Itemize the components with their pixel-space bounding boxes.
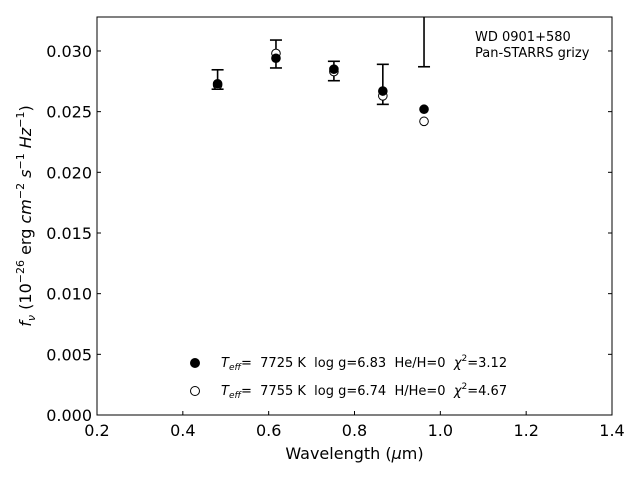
x-tick-label: 0.2 <box>84 421 109 440</box>
ylabel-exp2: −2 <box>14 183 27 199</box>
legend-entry-1: Teff= 7725 K log g=6.83 He/H=0 χ2=3.12 <box>221 354 507 373</box>
ylabel-open: (10 <box>16 283 35 315</box>
y-tick-label: 0.015 <box>46 224 92 243</box>
y-tick-label: 0.025 <box>46 103 92 122</box>
ylabel-exp1b: −1 <box>14 112 27 128</box>
data-point-filled <box>212 78 223 89</box>
y-tick-label: 0.030 <box>46 42 92 61</box>
x-tick-label: 1.0 <box>428 421 453 440</box>
ylabel-exp1: −1 <box>14 153 27 169</box>
legend-2-sup: 2 <box>462 382 468 392</box>
legend-2-params: = 7755 K log g=6.74 H/He=0 <box>241 384 454 399</box>
annotation-survey-name: Pan-STARRS grizy <box>475 46 590 61</box>
legend: Teff= 7725 K log g=6.83 He/H=0 χ2=3.12 T… <box>190 354 507 401</box>
ylabel-erg: erg <box>16 224 35 260</box>
xlabel-part-mu: μ <box>391 444 402 463</box>
x-tick-label: 0.6 <box>256 421 281 440</box>
x-tick-label: 1.2 <box>513 421 538 440</box>
ylabel-exp26: −26 <box>14 260 27 283</box>
legend-1-sup: 2 <box>462 354 468 364</box>
y-tick-label: 0.010 <box>46 285 92 304</box>
ylabel-nu: ν <box>25 315 38 321</box>
legend-2-chi: χ <box>453 384 463 399</box>
data-point-filled <box>419 104 429 115</box>
ylabel-f: f <box>16 319 35 327</box>
y-tick-label: 0.005 <box>46 345 92 364</box>
data-point-filled <box>271 53 281 64</box>
x-tick-label: 0.8 <box>342 421 367 440</box>
ylabel-close: ) <box>16 105 35 111</box>
legend-1-chi-value: =3.12 <box>467 356 507 371</box>
ylabel-s: s <box>16 170 35 183</box>
ylabel-cm: cm <box>16 199 35 223</box>
ylabel-hz: Hz <box>16 127 35 153</box>
data-point-filled <box>329 64 339 74</box>
legend-2-chi-value: =4.67 <box>467 384 507 399</box>
data-markers <box>212 48 429 127</box>
x-axis-label: Wavelength (μm) <box>285 444 423 463</box>
legend-1-params: = 7725 K log g=6.83 He/H=0 <box>241 356 454 371</box>
xlabel-part-1: Wavelength ( <box>285 444 391 463</box>
legend-marker-open <box>190 386 200 396</box>
y-axis-label: fν (10−26 erg cm−2 s−1 Hz−1) <box>14 105 38 326</box>
legend-2-sub: eff <box>229 391 243 401</box>
axis-ticks: 0.2 0.4 0.6 0.8 1.0 1.2 1.4 0.000 0.005 0.010 0.01… <box>46 42 625 440</box>
legend-1-t: T <box>221 356 230 371</box>
legend-1-sub: eff <box>229 363 243 373</box>
legend-2-t: T <box>221 384 230 399</box>
annotation-object-name: WD 0901+580 <box>475 30 571 45</box>
x-tick-label: 1.4 <box>599 421 624 440</box>
xlabel-part-2: m) <box>402 444 424 463</box>
legend-marker-filled <box>190 358 200 368</box>
legend-entry-2: Teff= 7755 K log g=6.74 H/He=0 χ2=4.67 <box>221 382 507 401</box>
y-tick-label: 0.000 <box>46 406 92 425</box>
data-point-open <box>419 116 429 127</box>
legend-1-chi: χ <box>453 356 463 371</box>
x-tick-label: 0.4 <box>170 421 195 440</box>
y-tick-label: 0.020 <box>46 163 92 182</box>
data-point-filled <box>378 86 388 96</box>
